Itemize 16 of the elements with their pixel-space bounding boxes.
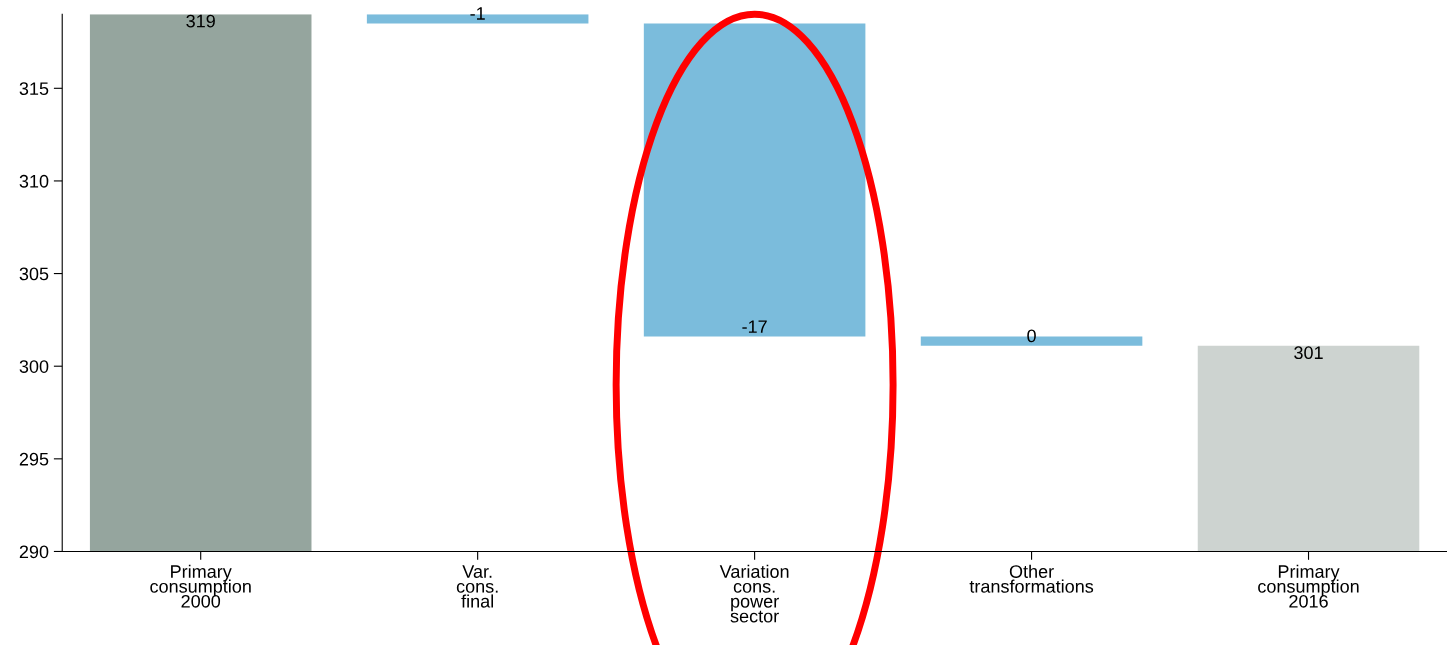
y-tick-label: 300 [19, 360, 49, 373]
x-tick-label: Var. cons. final [456, 565, 498, 608]
y-tick-label: 310 [19, 174, 49, 188]
x-tick-label: Primary consumption 2000 [150, 564, 251, 608]
data-label: 0 [1027, 329, 1036, 343]
y-tick-label: 305 [19, 267, 49, 281]
y-tick-label: 315 [19, 82, 49, 96]
x-tick-label: Other transformations [969, 564, 1094, 593]
x-tick-label: Variation cons. power sector [719, 564, 789, 623]
y-tick-label: 290 [19, 545, 49, 559]
data-label: 301 [1294, 346, 1323, 360]
data-label: -17 [742, 320, 767, 333]
y-tick-label: 295 [19, 452, 49, 466]
data-label: -1 [470, 7, 485, 20]
x-tick-label: Primary consumption 2016 [1258, 564, 1359, 608]
data-label: 319 [186, 14, 215, 28]
